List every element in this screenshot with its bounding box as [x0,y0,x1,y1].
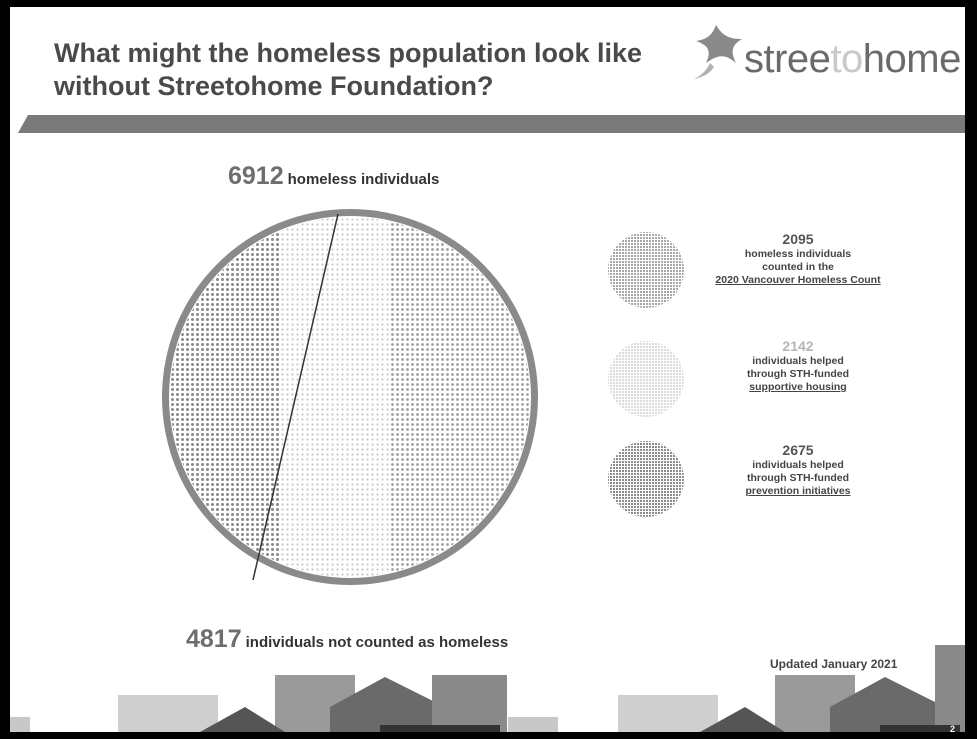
total-label: 6912 homeless individuals [228,162,439,191]
legend-line: counted in the [762,261,834,273]
legend-swatch-homeless-count [608,232,684,308]
logo-text: streetohome [744,37,961,82]
title-line-2: without Streetohome Foundation? [54,71,494,101]
not-counted-caption: individuals not counted as homeless [245,634,509,651]
legend-value: 2095 [782,231,814,247]
pie-slice-supportive-housing [279,217,392,577]
legend-text-prevention: 2675 individuals helped through STH-fund… [698,441,898,498]
title-line-1: What might the homeless population look … [54,38,643,68]
total-value: 6912 [228,162,284,190]
updated-date: Updated January 2021 [770,657,898,671]
legend-line: individuals helped [752,459,844,471]
page-number: 2 [950,724,956,732]
not-counted-label: 4817 individuals not counted as homeless [186,625,508,654]
skyline-decoration [10,645,965,732]
title-divider-bar [18,115,965,133]
pie-slice-homeless-count [170,217,281,577]
logo-text-part1: stree [744,37,831,81]
legend-line: through STH-funded [746,472,850,484]
star-icon [694,25,742,79]
legend-line: individuals helped [752,355,844,367]
legend-value: 2142 [782,338,814,354]
legend-line: homeless individuals [744,248,852,260]
legend-link[interactable]: 2020 Vancouver Homeless Count [715,274,881,286]
pie-chart [162,209,538,585]
legend-text-homeless-count: 2095 homeless individuals counted in the… [698,230,898,287]
pie-slice-prevention [390,217,530,577]
legend-swatch-supportive-housing [608,341,684,417]
legend-text-supportive-housing: 2142 individuals helped through STH-fund… [698,337,898,394]
legend-link[interactable]: prevention initiatives [745,485,851,497]
legend-line: through STH-funded [746,368,850,380]
pie-divider-line [252,213,339,581]
pie-body [170,217,530,577]
legend-value: 2675 [782,442,814,458]
total-caption: homeless individuals [287,171,440,188]
logo-text-part3: home [862,37,962,81]
logo-text-part2: to [830,37,863,81]
slide-title: What might the homeless population look … [54,37,694,103]
not-counted-value: 4817 [186,625,242,653]
streetohome-logo: streetohome [692,23,962,93]
legend-swatch-prevention [608,441,684,517]
slide: What might the homeless population look … [10,7,965,732]
legend-link[interactable]: supportive housing [749,381,847,393]
